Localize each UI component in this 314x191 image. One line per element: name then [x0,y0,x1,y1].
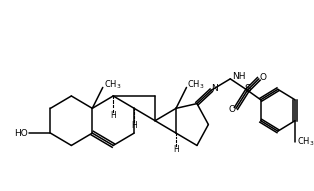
Text: N: N [211,84,218,93]
Text: CH$_3$: CH$_3$ [297,135,314,148]
Text: O: O [260,73,267,82]
Text: CH$_3$: CH$_3$ [187,78,205,91]
Text: H: H [173,145,179,154]
Text: H: H [131,121,137,130]
Text: H: H [110,112,116,121]
Text: NH: NH [232,72,246,81]
Text: HO: HO [14,129,28,138]
Text: O: O [228,105,235,114]
Text: S: S [244,84,251,94]
Text: CH$_3$: CH$_3$ [104,78,121,91]
